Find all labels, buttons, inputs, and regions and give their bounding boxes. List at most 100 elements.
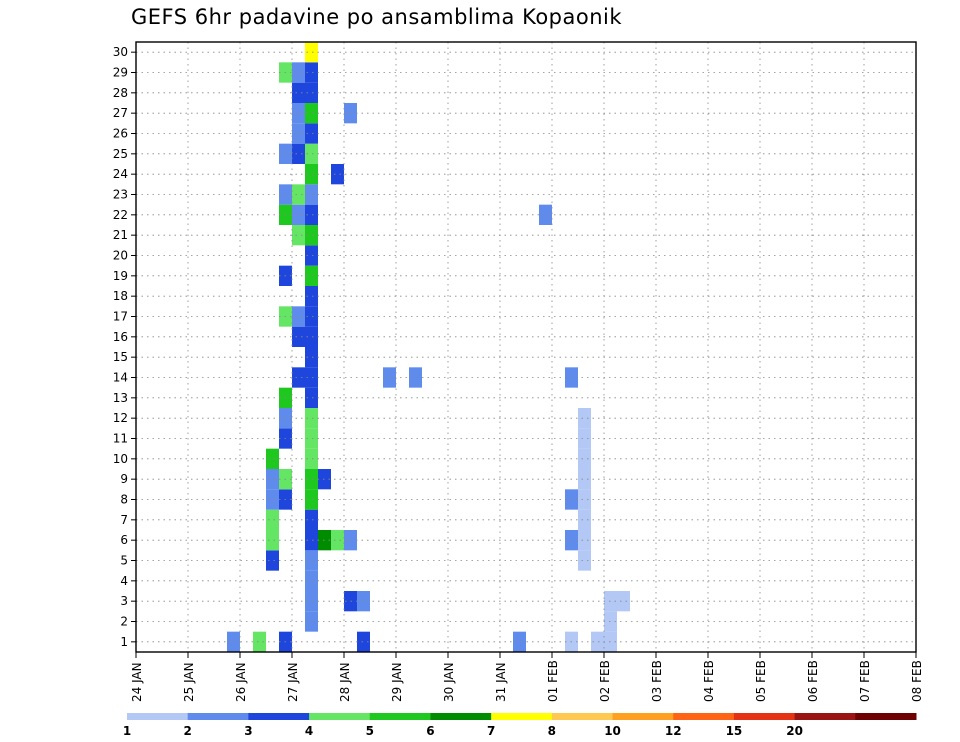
heatmap-cell <box>292 103 305 124</box>
colorbar-label: 8 <box>548 724 556 738</box>
heatmap-cell <box>305 286 318 307</box>
colorbar-label: 1 <box>123 724 131 738</box>
y-tick-label: 27 <box>113 106 128 120</box>
x-tick-label: 24 JAN <box>130 662 144 702</box>
colorbar-label: 15 <box>726 724 743 738</box>
colorbar-layer: 1 2 3 4 5 6 7 8 10 12 15 20 <box>123 713 917 738</box>
heatmap-cell <box>578 469 591 490</box>
colorbar-segment <box>430 713 492 720</box>
heatmap-cell <box>266 448 279 469</box>
x-tick-label: 05 FEB <box>754 660 768 702</box>
heatmap-cell <box>578 428 591 449</box>
y-tick-label: 15 <box>113 350 128 364</box>
colorbar-segment <box>491 713 553 720</box>
heatmap-cell <box>305 103 318 124</box>
heatmap-cell <box>305 164 318 185</box>
heatmap-cell <box>305 570 318 591</box>
heatmap-cell <box>305 225 318 246</box>
heatmap-cell <box>578 550 591 571</box>
colorbar-label: 20 <box>786 724 803 738</box>
heatmap-cell <box>305 489 318 510</box>
y-tick-label: 2 <box>120 615 128 629</box>
heatmap-cell <box>539 204 552 225</box>
x-tick-label: 30 JAN <box>442 662 456 702</box>
heatmap-cell <box>357 631 370 652</box>
heatmap-cell <box>331 530 344 551</box>
colorbar-segment <box>794 713 856 720</box>
heatmap-cell <box>305 184 318 205</box>
heatmap-cell <box>305 245 318 266</box>
chart-title: GEFS 6hr padavine po ansamblima Kopaonik <box>131 5 623 29</box>
x-tick-label: 27 JAN <box>286 662 300 702</box>
heatmap-cell <box>578 489 591 510</box>
colorbar-segment <box>248 713 310 720</box>
heatmap-cell <box>305 387 318 408</box>
axes-layer: 1234567891011121314151617181920212223242… <box>113 41 924 702</box>
y-tick-label: 12 <box>113 411 128 425</box>
x-tick-label: 07 FEB <box>858 660 872 702</box>
colorbar-segment <box>612 713 674 720</box>
heatmap-cell <box>292 62 305 83</box>
heatmap-cell <box>305 347 318 368</box>
heatmap-cell <box>266 509 279 530</box>
heatmap-cell <box>305 367 318 388</box>
colorbar-segment <box>187 713 249 720</box>
y-tick-label: 6 <box>120 533 128 547</box>
heatmap-cell <box>292 123 305 144</box>
heatmap-cell <box>253 631 266 652</box>
colorbar-segment <box>127 713 189 720</box>
y-tick-label: 21 <box>113 228 128 242</box>
x-tick-label: 28 JAN <box>338 662 352 702</box>
y-tick-label: 23 <box>113 188 128 202</box>
grid-layer <box>136 42 916 652</box>
x-tick-label: 06 FEB <box>806 660 820 702</box>
heatmap-cell <box>305 591 318 612</box>
y-tick-label: 19 <box>113 269 128 283</box>
heatmap-cell <box>292 204 305 225</box>
heatmap-cell <box>617 591 630 612</box>
colorbar-label: 12 <box>665 724 682 738</box>
y-tick-label: 9 <box>120 472 128 486</box>
heatmap-cell <box>305 123 318 144</box>
colorbar-segment <box>733 713 796 720</box>
heatmap-cell <box>292 306 305 327</box>
heatmap-cell <box>305 62 318 83</box>
heatmap-cell <box>227 631 240 652</box>
heatmap-cell <box>305 42 318 63</box>
y-tick-label: 30 <box>113 45 128 59</box>
y-tick-label: 18 <box>113 289 128 303</box>
heatmap-cell <box>305 509 318 530</box>
colorbar-segment <box>855 713 917 720</box>
y-tick-label: 16 <box>113 330 128 344</box>
heatmap-cell <box>292 367 305 388</box>
y-tick-label: 14 <box>113 371 128 385</box>
y-tick-label: 5 <box>120 554 128 568</box>
x-tick-label: 04 FEB <box>702 660 716 702</box>
heatmap-cell <box>305 306 318 327</box>
heatmap-cell <box>292 225 305 246</box>
colorbar-label: 5 <box>366 724 374 738</box>
colorbar-segment <box>309 713 371 720</box>
heatmap-cell <box>266 530 279 551</box>
x-tick-label: 02 FEB <box>598 660 612 702</box>
heatmap-cell <box>305 448 318 469</box>
heatmap-cell <box>305 469 318 490</box>
colorbar-label: 4 <box>305 724 313 738</box>
colorbar-label: 3 <box>244 724 252 738</box>
heatmap-cell <box>409 367 422 388</box>
y-tick-label: 13 <box>113 391 128 405</box>
cells-layer <box>227 42 630 652</box>
heatmap-cell <box>578 530 591 551</box>
x-tick-label: 08 FEB <box>910 660 924 702</box>
colorbar-label: 7 <box>487 724 495 738</box>
heatmap-cell <box>292 326 305 347</box>
heatmap-cell <box>305 408 318 429</box>
y-tick-label: 10 <box>113 452 128 466</box>
heatmap-cell <box>305 326 318 347</box>
colorbar-segment <box>673 713 735 720</box>
heatmap-cell <box>578 509 591 530</box>
heatmap-cell <box>591 631 604 652</box>
heatmap-cell <box>292 82 305 103</box>
